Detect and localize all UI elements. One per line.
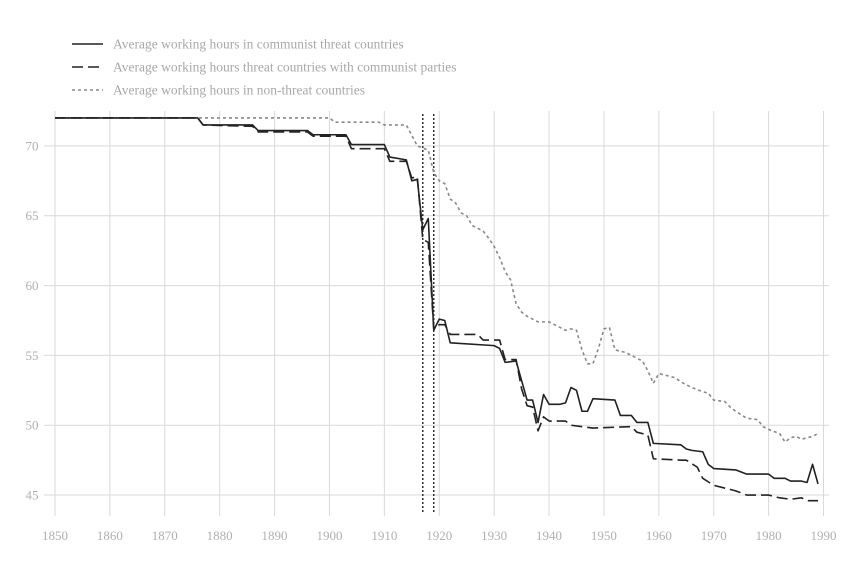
x-tick-label-1940: 1940 — [536, 528, 562, 543]
y-tick-label-50: 50 — [26, 418, 39, 433]
y-tick-label-70: 70 — [26, 138, 39, 153]
x-tick-label-1850: 1850 — [42, 528, 68, 543]
x-tick-label-1980: 1980 — [756, 528, 782, 543]
legend-label-communist-parties: Average working hours threat countries w… — [113, 60, 457, 75]
y-axis-ticks: 45 50 55 60 65 70 — [26, 138, 39, 502]
x-tick-label-1890: 1890 — [262, 528, 288, 543]
x-tick-label-1860: 1860 — [97, 528, 123, 543]
legend: Average working hours in communist threa… — [72, 37, 457, 98]
y-tick-label-60: 60 — [26, 278, 39, 293]
series-line-solid — [54, 117, 819, 485]
vertical-markers — [422, 114, 435, 514]
x-tick-label-1950: 1950 — [591, 528, 617, 543]
x-tick-label-1900: 1900 — [316, 528, 342, 543]
y-tick-label-45: 45 — [26, 488, 39, 503]
x-tick-label-1970: 1970 — [701, 528, 727, 543]
x-tick-label-1960: 1960 — [646, 528, 672, 543]
x-tick-label-1990: 1990 — [811, 528, 837, 543]
y-tick-label-65: 65 — [26, 208, 39, 223]
grid — [44, 111, 829, 516]
series-line-dashed — [54, 117, 819, 502]
series-lines — [54, 117, 819, 502]
legend-label-communist-threat: Average working hours in communist threa… — [113, 37, 404, 52]
series-line-dotted — [54, 117, 819, 443]
x-tick-label-1930: 1930 — [481, 528, 507, 543]
legend-label-non-threat: Average working hours in non-threat coun… — [113, 83, 365, 98]
x-tick-label-1880: 1880 — [207, 528, 233, 543]
x-axis-ticks: 1850 1860 1870 1880 1890 1900 1910 1920 1930 1940… — [42, 528, 837, 543]
x-tick-label-1910: 1910 — [371, 528, 397, 543]
x-tick-label-1920: 1920 — [426, 528, 452, 543]
y-tick-label-55: 55 — [26, 348, 39, 363]
x-tick-label-1870: 1870 — [152, 528, 178, 543]
